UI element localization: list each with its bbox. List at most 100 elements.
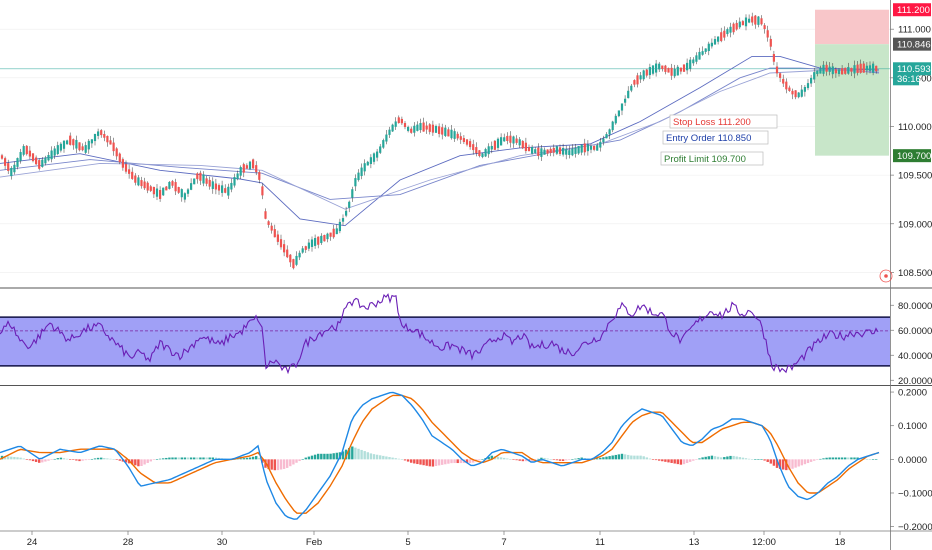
candle-body — [28, 150, 31, 157]
macd-histogram-bar — [580, 457, 583, 460]
candle-body — [754, 15, 757, 25]
macd-histogram-bar — [168, 457, 171, 460]
macd-histogram-bar — [155, 459, 159, 460]
candle-body — [732, 23, 735, 33]
macd-histogram-bar — [143, 459, 146, 465]
candle-body — [25, 145, 28, 155]
macd-histogram — [0, 446, 878, 471]
y-tick-label: 0.1000 — [898, 421, 927, 432]
candle-body — [469, 141, 472, 148]
candle-body — [744, 17, 748, 27]
candle-body — [676, 66, 679, 76]
y-tick-label: 40.0000 — [898, 351, 932, 362]
candle-body — [748, 18, 751, 23]
candle-body — [224, 188, 227, 193]
candle-body — [503, 137, 506, 142]
candle-body — [165, 186, 168, 191]
price-tag-label: 109.700 — [897, 151, 931, 162]
candle-body — [788, 87, 791, 91]
candle-body — [636, 75, 639, 85]
macd-histogram-bar — [118, 459, 121, 461]
macd-histogram-bar — [636, 455, 639, 460]
candle-body — [10, 167, 13, 177]
macd-histogram-bar — [326, 453, 329, 460]
macd-histogram-bar — [623, 454, 627, 460]
macd-histogram-bar — [574, 458, 577, 460]
candle-body — [357, 172, 360, 181]
y-tick-label: 80.0000 — [898, 301, 932, 312]
candle-body — [571, 148, 574, 156]
macd-histogram-bar — [270, 459, 273, 470]
macd-histogram-bar — [103, 458, 106, 460]
candle-body — [658, 63, 661, 70]
macd-histogram-bar — [428, 459, 431, 467]
candle-body — [388, 129, 391, 135]
candle-body — [16, 158, 19, 167]
candle-body — [552, 147, 555, 153]
macd-histogram-bar — [434, 459, 438, 467]
macd-histogram-bar — [868, 459, 872, 460]
candle-body — [794, 90, 797, 98]
candle-body — [701, 51, 704, 55]
macd-histogram-bar — [828, 457, 831, 460]
rsi-panel[interactable] — [0, 289, 890, 384]
candle-body — [317, 236, 320, 245]
macd-histogram-bar — [196, 457, 199, 460]
candle-body — [810, 77, 813, 84]
macd-panel[interactable] — [0, 387, 890, 530]
macd-histogram-bar — [524, 459, 528, 462]
macd-histogram-bar — [335, 452, 338, 460]
macd-histogram-bar — [747, 458, 751, 460]
macd-histogram-bar — [794, 459, 797, 468]
macd-histogram-bar — [149, 459, 152, 462]
candle-body — [90, 139, 93, 144]
macd-histogram-bar — [661, 459, 664, 462]
macd-histogram-bar — [450, 459, 453, 464]
candle-body — [174, 182, 177, 192]
macd-histogram-bar — [137, 459, 140, 467]
candle-body — [627, 90, 630, 99]
candle-body — [382, 140, 385, 148]
candle-body — [481, 153, 484, 158]
candle-body — [772, 54, 775, 62]
macd-histogram-bar — [106, 458, 109, 460]
macd-histogram-bar — [701, 457, 704, 460]
candle-body — [713, 39, 717, 45]
macd-histogram-bar — [165, 457, 168, 460]
candle-body — [397, 117, 400, 124]
macd-histogram-bar — [472, 459, 475, 463]
candle-body — [512, 136, 515, 144]
macd-histogram-bar — [96, 457, 100, 460]
candle-body — [236, 173, 239, 180]
profit-target-zone[interactable] — [815, 44, 889, 156]
macd-histogram-bar — [791, 459, 794, 469]
candle-body — [115, 148, 118, 157]
macd-histogram-bar — [16, 457, 19, 460]
candle-body — [515, 138, 518, 143]
candle-body — [217, 185, 221, 191]
candle-body — [813, 72, 816, 80]
macd-histogram-bar — [506, 458, 509, 460]
macd-histogram-bar — [782, 459, 785, 470]
macd-histogram-bar — [10, 456, 13, 460]
candle-body — [4, 158, 7, 166]
candle-body — [314, 238, 317, 246]
macd-histogram-bar — [778, 459, 782, 469]
macd-histogram-bar — [112, 459, 115, 460]
candle-body — [661, 65, 664, 70]
candle-body — [524, 142, 527, 151]
macd-histogram-bar — [521, 459, 524, 462]
candle-body — [655, 63, 658, 73]
stop-loss-zone[interactable] — [815, 9, 889, 45]
candle-body — [729, 26, 732, 33]
x-tick-label: 24 — [27, 537, 38, 548]
macd-histogram-bar — [183, 457, 187, 460]
candle-body — [865, 65, 868, 71]
candle-body — [484, 149, 487, 157]
alert-marker-icon[interactable] — [879, 269, 893, 283]
macd-histogram-bar — [152, 459, 156, 460]
candle-body — [599, 141, 602, 148]
macd-histogram-bar — [831, 457, 834, 460]
price-panel[interactable]: Stop Loss 111.200 Entry Order 110.850 Prof… — [0, 0, 890, 287]
macd-histogram-bar — [406, 459, 410, 462]
